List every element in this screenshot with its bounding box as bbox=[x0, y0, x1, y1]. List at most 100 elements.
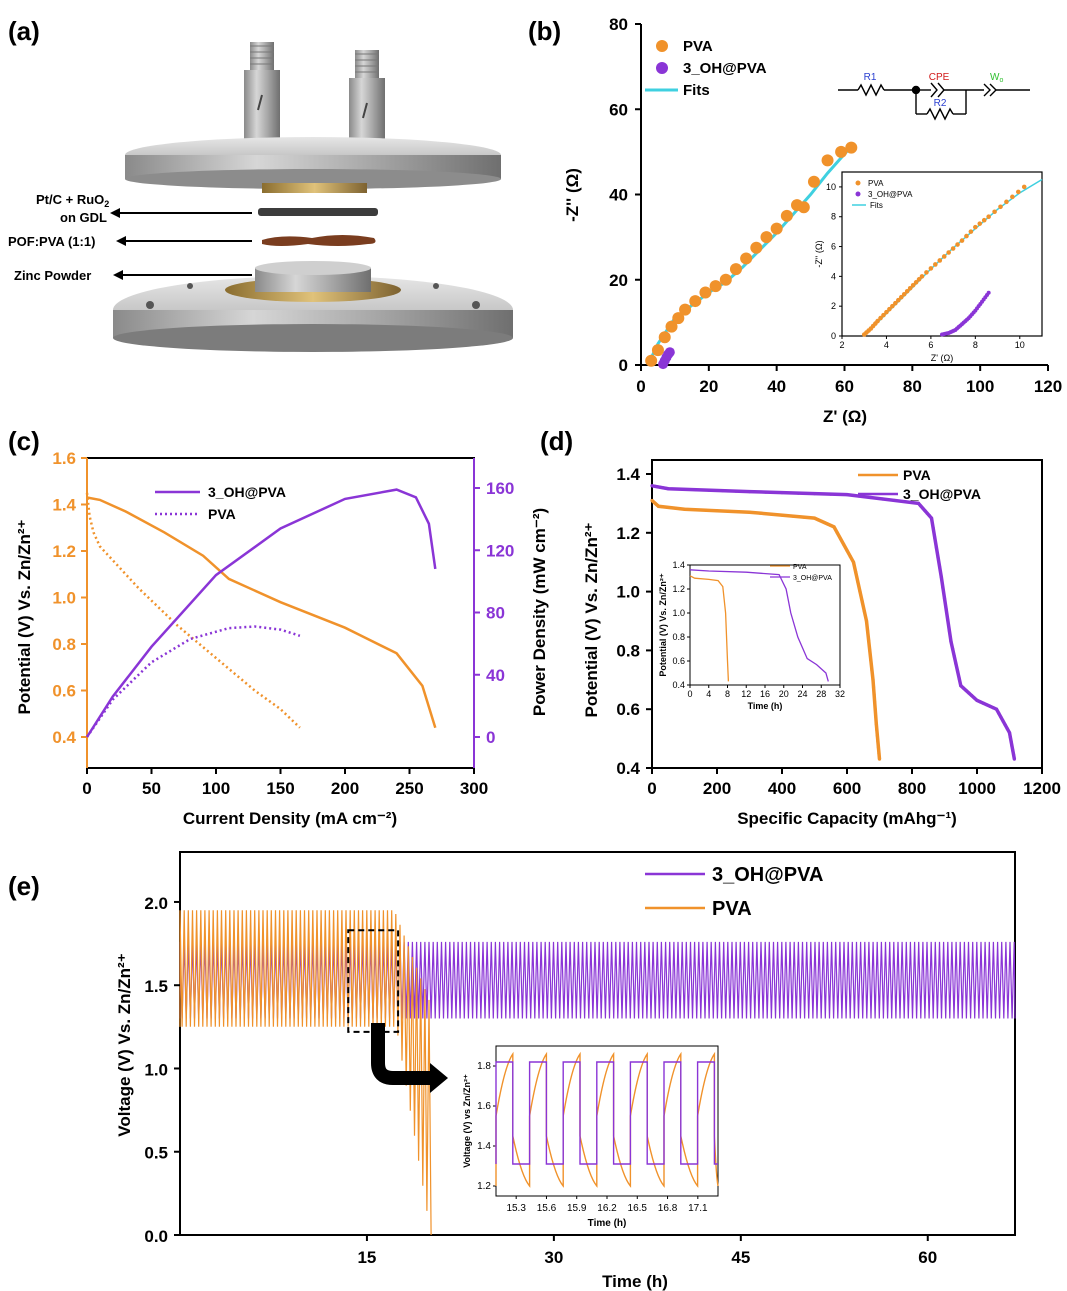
d-point-pva bbox=[674, 506, 678, 510]
d-inset-xtick-label: 20 bbox=[779, 689, 789, 699]
d-point-pva bbox=[851, 560, 856, 564]
d-point-oh bbox=[934, 545, 938, 550]
circuit-r1 bbox=[857, 83, 885, 97]
d-point-oh bbox=[658, 485, 662, 489]
e-series-pva bbox=[179, 910, 432, 1236]
b-inset-point-pva bbox=[881, 312, 886, 318]
e-inset-ytick-label: 1.4 bbox=[477, 1141, 491, 1152]
d-point-oh bbox=[939, 575, 943, 579]
b-point-pva bbox=[835, 145, 848, 158]
c-ytick-label: 0.8 bbox=[52, 635, 76, 654]
e-legend-pva: PVA bbox=[712, 898, 752, 920]
d-point-pva bbox=[870, 668, 874, 672]
label-catalyst-sub: 2 bbox=[104, 199, 109, 209]
d-point-oh bbox=[925, 511, 929, 515]
b-inset-point-pva bbox=[898, 294, 904, 300]
b-inset-point-pva bbox=[916, 277, 922, 282]
circuit-cpe bbox=[930, 82, 945, 98]
d-inset-xtick-label: 24 bbox=[797, 689, 807, 699]
d-point-pva bbox=[873, 700, 877, 704]
d-point-pva bbox=[876, 739, 880, 744]
b-inset-point-pva bbox=[907, 285, 913, 291]
e-inset: 15.3 15.6 15.9 16.2 16.5 16.8 17.1 1.2 1.4 1.6 1.8… bbox=[462, 1045, 719, 1229]
d-point-pva bbox=[873, 707, 877, 711]
d-point-oh bbox=[929, 516, 934, 520]
e-ylabel: Voltage (V) Vs. Zn/Zn²⁺ bbox=[115, 953, 134, 1136]
d-point-oh bbox=[975, 698, 979, 702]
b-legend: PVA 3_OH@PVA Fits bbox=[645, 38, 767, 99]
circuit-r2 bbox=[926, 107, 954, 121]
d-point-oh bbox=[1003, 723, 1007, 727]
panel-label-d: (d) bbox=[540, 426, 573, 456]
b-inset-point-pva bbox=[910, 283, 916, 288]
c-xtick-label: 100 bbox=[202, 779, 230, 798]
b-inset-point-pva bbox=[878, 315, 883, 321]
b-xtick-label: 80 bbox=[903, 377, 922, 396]
b-inset-point-pva bbox=[937, 258, 943, 263]
e-inset-ytick-label: 1.2 bbox=[477, 1181, 491, 1192]
e-xtick-label: 30 bbox=[544, 1248, 563, 1267]
e-inset-ylabel: Voltage (V) vs Zn/Zn²⁺ bbox=[462, 1074, 472, 1168]
d-ytick-label: 0.4 bbox=[616, 759, 640, 778]
d-inset-ytick-label: 0.8 bbox=[672, 632, 685, 642]
b-point-pva bbox=[780, 209, 793, 222]
b-inset-legend-marker-oh bbox=[855, 191, 861, 197]
b-point-pva bbox=[750, 241, 763, 254]
d-inset-series-oh bbox=[689, 569, 829, 682]
d-point-oh bbox=[947, 629, 951, 633]
d-point-oh bbox=[938, 565, 942, 569]
d-point-oh bbox=[916, 501, 921, 505]
b-inset-point-pva bbox=[919, 274, 925, 279]
b-point-pva bbox=[679, 303, 692, 316]
b-inset-point-pva bbox=[895, 297, 901, 303]
d-point-oh bbox=[999, 715, 1003, 719]
c-ylabel-right: Power Density (mW cm⁻²) bbox=[530, 508, 549, 716]
d-xtick-label: 600 bbox=[833, 779, 861, 798]
c-xtick-label: 250 bbox=[395, 779, 423, 798]
d-point-pva bbox=[877, 757, 882, 761]
b-point-oh bbox=[664, 347, 675, 358]
d-inset-xtick-label: 28 bbox=[816, 689, 826, 699]
d-point-pva bbox=[858, 590, 862, 594]
d-point-oh bbox=[933, 536, 937, 540]
e-inset-xtick-label: 15.3 bbox=[506, 1203, 526, 1214]
c-series-potential-pva bbox=[85, 492, 301, 729]
b-inset-point-pva bbox=[955, 242, 960, 247]
d-point-pva bbox=[758, 511, 762, 515]
d-point-oh bbox=[949, 639, 953, 644]
d-point-oh bbox=[650, 484, 654, 488]
e-ytick-label: 0.5 bbox=[144, 1144, 168, 1163]
d-point-oh bbox=[796, 491, 800, 495]
d-point-pva bbox=[872, 692, 876, 697]
d-point-oh bbox=[931, 526, 935, 530]
d-xtick-label: 1000 bbox=[958, 779, 996, 798]
d-ytick-label: 0.6 bbox=[616, 700, 640, 719]
c-xtick-label: 150 bbox=[266, 779, 294, 798]
b-point-pva bbox=[651, 344, 664, 357]
d-point-oh bbox=[961, 686, 966, 690]
b-ytick-label: 60 bbox=[609, 100, 628, 119]
d-point-oh bbox=[972, 696, 976, 700]
c-xtick-label: 300 bbox=[460, 779, 488, 798]
d-point-pva bbox=[769, 512, 773, 516]
circuit-w bbox=[983, 83, 997, 97]
label-catalyst-line1: Pt/C + RuO bbox=[36, 192, 104, 207]
b-inset-legend-fits: Fits bbox=[870, 201, 883, 210]
c-legend-oh: 3_OH@PVA bbox=[208, 484, 286, 500]
d-inset-series-pva bbox=[689, 575, 730, 682]
c-series-power-pva bbox=[85, 625, 301, 738]
d-inset-xtick-label: 32 bbox=[835, 689, 845, 699]
c-xtick-label: 50 bbox=[142, 779, 161, 798]
d-point-pva bbox=[874, 722, 878, 726]
b-inset-point-pva bbox=[884, 309, 889, 315]
e-inset-xtick-label: 17.1 bbox=[688, 1203, 708, 1214]
label-catalyst: Pt/C + RuO2 bbox=[36, 192, 109, 209]
e-inset-xtick-label: 15.6 bbox=[537, 1203, 557, 1214]
d-point-oh bbox=[997, 711, 1001, 715]
b-inset-xtick-label: 2 bbox=[839, 340, 844, 350]
c-y2tick-label: 120 bbox=[486, 541, 514, 560]
b-inset-point-pva bbox=[946, 250, 951, 255]
c-ylabel: Potential (V) Vs. Zn/Zn²⁺ bbox=[15, 519, 34, 714]
